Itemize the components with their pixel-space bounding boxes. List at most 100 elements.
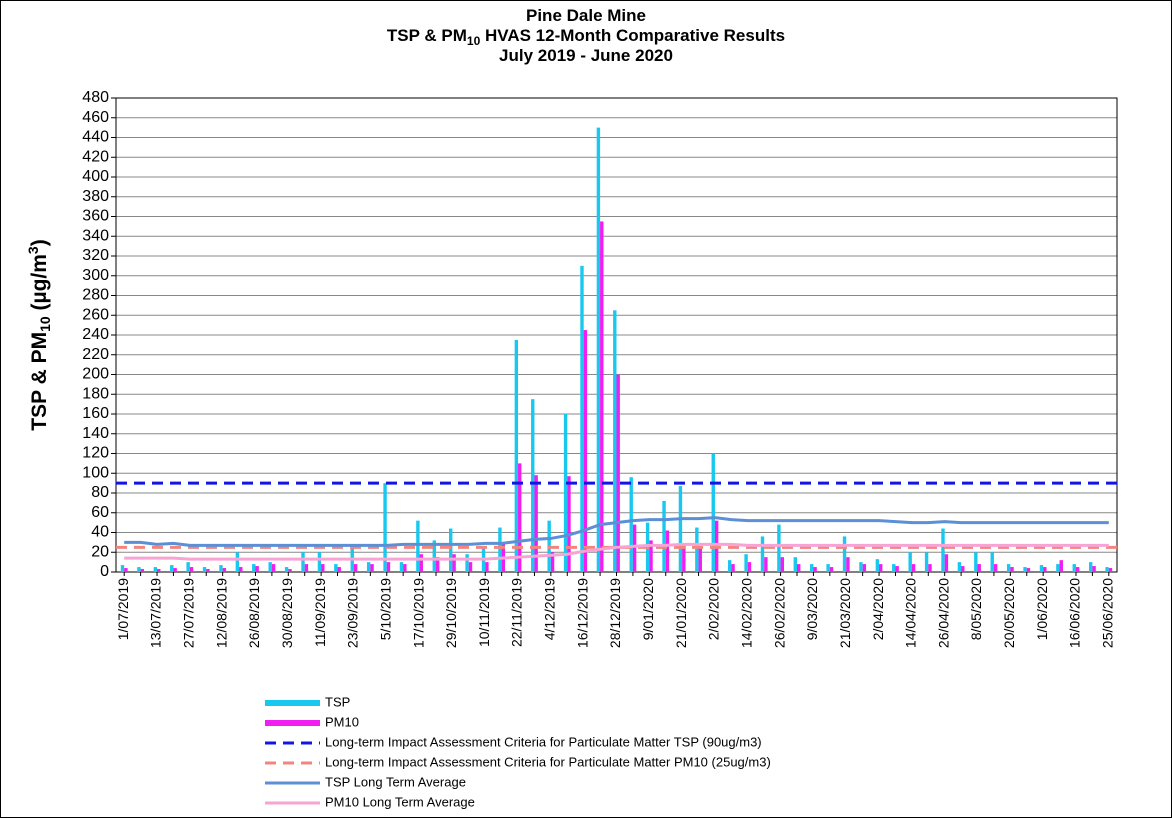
x-tick-label: 26/04/2020 bbox=[935, 578, 951, 648]
bar bbox=[632, 524, 637, 572]
x-tick-label: 9/03/2020 bbox=[804, 578, 820, 640]
bar bbox=[370, 564, 374, 572]
bar bbox=[485, 562, 489, 572]
bar bbox=[892, 564, 896, 572]
bar bbox=[665, 530, 670, 572]
y-label-script: 3 bbox=[25, 246, 41, 254]
bar bbox=[678, 486, 683, 572]
bar bbox=[252, 564, 256, 572]
legend-label: Long-term Impact Assessment Criteria for… bbox=[325, 734, 762, 749]
bar bbox=[662, 500, 666, 572]
bar bbox=[613, 310, 617, 572]
y-tick-label: 80 bbox=[91, 484, 109, 501]
bar bbox=[813, 567, 817, 572]
bar bbox=[764, 557, 768, 572]
x-tick-label: 10/11/2019 bbox=[476, 578, 492, 647]
bar bbox=[810, 564, 814, 572]
bar bbox=[120, 565, 125, 572]
title-part: July 2019 - June 2020 bbox=[499, 46, 673, 65]
bar bbox=[170, 565, 174, 572]
y-tick-label: 360 bbox=[82, 208, 109, 225]
bar bbox=[941, 528, 945, 572]
bar bbox=[777, 524, 781, 572]
bar bbox=[534, 475, 538, 572]
bar bbox=[1092, 566, 1096, 572]
y-tick-label: 280 bbox=[82, 287, 109, 304]
title-part: HVAS 12-Month Comparative Results bbox=[480, 26, 785, 45]
y-tick-label: 100 bbox=[82, 464, 109, 481]
x-tick-label: 21/01/2020 bbox=[673, 578, 689, 648]
bar bbox=[255, 566, 259, 572]
y-tick-label: 220 bbox=[82, 346, 109, 363]
x-tick-label: 30/08/2019 bbox=[279, 578, 295, 648]
bar bbox=[944, 554, 949, 572]
bar bbox=[202, 567, 207, 572]
bar bbox=[977, 564, 981, 572]
y-tick-label: 440 bbox=[82, 129, 109, 146]
bar bbox=[616, 374, 620, 572]
bar bbox=[908, 552, 912, 572]
bar bbox=[879, 564, 883, 572]
y-tick-label: 60 bbox=[91, 504, 109, 521]
chart-title: Pine Dale Mine bbox=[526, 6, 646, 25]
bar bbox=[760, 536, 765, 572]
x-tick-label: 23/09/2019 bbox=[345, 578, 361, 648]
bar bbox=[928, 564, 932, 572]
bar bbox=[235, 552, 240, 572]
x-tick-label: 11/09/2019 bbox=[312, 578, 328, 647]
bar bbox=[186, 562, 190, 572]
bar bbox=[567, 476, 571, 572]
bar bbox=[1059, 560, 1063, 572]
y-tick-label: 0 bbox=[100, 563, 109, 580]
bar bbox=[698, 547, 702, 572]
bar bbox=[206, 569, 210, 572]
y-tick-label: 160 bbox=[82, 405, 109, 422]
y-tick-label: 300 bbox=[82, 267, 109, 284]
bar bbox=[580, 265, 584, 572]
y-tick-label: 480 bbox=[82, 89, 109, 106]
x-tick-label: 22/11/2019 bbox=[509, 578, 525, 647]
bar bbox=[1006, 564, 1011, 572]
x-tick-label: 21/03/2020 bbox=[837, 578, 853, 648]
legend-swatch bbox=[265, 700, 320, 706]
bar bbox=[386, 562, 391, 572]
y-tick-label: 460 bbox=[82, 109, 109, 126]
x-tick-label: 1/07/2019 bbox=[115, 578, 131, 640]
y-axis-label: TSP & PM10 (µg/m3) bbox=[25, 239, 53, 430]
average-line bbox=[124, 542, 1109, 561]
bar bbox=[744, 554, 748, 572]
bar bbox=[1075, 567, 1080, 572]
y-tick-label: 260 bbox=[82, 306, 109, 323]
bar bbox=[1026, 568, 1031, 572]
chart-title: TSP & PM10 HVAS 12-Month Comparative Res… bbox=[387, 26, 785, 48]
x-tick-label: 25/06/2020 bbox=[1099, 578, 1115, 648]
bar bbox=[711, 453, 715, 572]
bar bbox=[383, 483, 387, 572]
x-tick-label: 2/02/2020 bbox=[706, 578, 722, 640]
bar bbox=[826, 564, 830, 572]
y-label-part: ) bbox=[28, 239, 51, 246]
bar bbox=[173, 568, 177, 572]
y-tick-label: 320 bbox=[82, 247, 109, 264]
legend-label: TSP Long Term Average bbox=[325, 774, 466, 789]
bar bbox=[239, 567, 243, 572]
bar bbox=[846, 557, 850, 572]
bar bbox=[1043, 567, 1047, 572]
bar bbox=[419, 554, 423, 572]
average-line bbox=[124, 516, 1109, 547]
bar bbox=[842, 536, 847, 572]
bar bbox=[518, 463, 522, 572]
bar bbox=[304, 564, 309, 572]
legend-label: TSP bbox=[325, 694, 350, 709]
y-tick-label: 400 bbox=[82, 168, 109, 185]
bar bbox=[974, 552, 978, 572]
bar bbox=[1010, 567, 1014, 572]
bar bbox=[583, 330, 588, 572]
bar bbox=[993, 564, 998, 572]
bar bbox=[366, 562, 371, 572]
y-tick-label: 340 bbox=[82, 227, 109, 244]
bar bbox=[875, 559, 880, 572]
legend-swatch bbox=[265, 720, 320, 726]
x-tick-label: 1/06/2020 bbox=[1034, 578, 1050, 640]
y-tick-label: 20 bbox=[91, 543, 109, 560]
